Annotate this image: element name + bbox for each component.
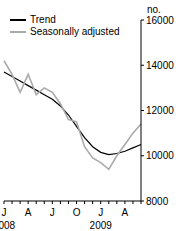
html-text:no.: no. bbox=[147, 4, 161, 15]
svg-text:J: J bbox=[98, 207, 103, 218]
html-text:Seasonally adjusted: Seasonally adjusted bbox=[30, 26, 120, 37]
svg-text:12000: 12000 bbox=[146, 105, 173, 116]
svg-text:O: O bbox=[73, 207, 81, 218]
svg-text:16000: 16000 bbox=[146, 15, 173, 26]
svg-text:J: J bbox=[50, 207, 55, 218]
svg-text:A: A bbox=[122, 207, 129, 218]
svg-text:2008: 2008 bbox=[8, 220, 16, 231]
svg-text:10000: 10000 bbox=[146, 150, 173, 161]
svg-text:2009: 2009 bbox=[90, 220, 113, 231]
html-text:Trend: Trend bbox=[30, 14, 56, 25]
svg-text:14000: 14000 bbox=[146, 60, 173, 71]
svg-text:8000: 8000 bbox=[146, 196, 169, 207]
svg-text:A: A bbox=[25, 207, 32, 218]
